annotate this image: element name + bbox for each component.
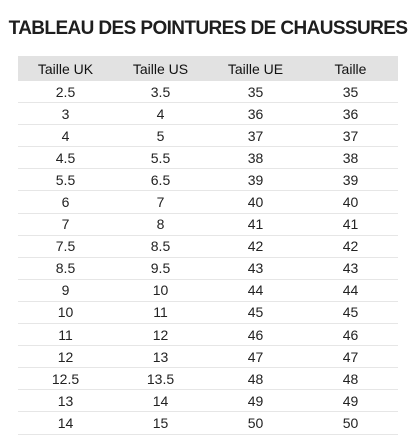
table-cell: 43 — [303, 257, 398, 280]
table-cell: 11 — [113, 301, 208, 325]
table-cell: 37 — [303, 124, 398, 148]
table-cell: 44 — [303, 279, 398, 302]
table-cell: 45 — [303, 301, 398, 325]
table-cell: 3 — [18, 102, 113, 126]
title: TABLEAU DES POINTURES DE CHAUSSURES — [8, 18, 408, 39]
table-cell: 9.5 — [113, 257, 208, 280]
table-cell: 48 — [208, 367, 303, 391]
table-cell: 14 — [113, 389, 208, 413]
page: TABLEAU DES POINTURES DE CHAUSSURES Tail… — [8, 18, 408, 435]
table-cell: 49 — [208, 389, 303, 413]
column-header: Taille UK — [18, 56, 113, 81]
table-cell: 12 — [18, 345, 113, 369]
table-cell: 14 — [18, 411, 113, 435]
table-cell: 6.5 — [113, 168, 208, 192]
table-cell: 47 — [208, 345, 303, 369]
column-header: Taille — [303, 56, 398, 81]
table-cell: 7 — [18, 213, 113, 236]
table-cell: 46 — [208, 323, 303, 347]
table-row: 2.5 3.5 35 35 — [18, 81, 398, 104]
table-cell: 15 — [113, 411, 208, 435]
table-row: 5.5 6.5 39 39 — [18, 168, 398, 192]
table-cell: 8 — [113, 213, 208, 236]
table-cell: 38 — [208, 146, 303, 170]
table-cell: 13.5 — [113, 367, 208, 391]
table-cell: 7 — [113, 190, 208, 214]
table-cell: 50 — [208, 411, 303, 435]
header-row: Taille UK Taille US Taille UE Taille — [18, 56, 398, 81]
table-cell: 44 — [208, 279, 303, 302]
table-body: 2.5 3.5 35 35 3 4 36 36 4 5 37 37 4.5 5.5 38 38 5.5 6.5 39… — [18, 81, 398, 435]
table-cell: 4 — [18, 124, 113, 148]
table-cell: 42 — [208, 235, 303, 258]
table-cell: 13 — [18, 389, 113, 413]
table-cell: 7.5 — [18, 235, 113, 258]
table-cell: 35 — [208, 81, 303, 104]
table-row: 3 4 36 36 — [18, 102, 398, 126]
table-cell: 2.5 — [18, 81, 113, 104]
table-row: 8.5 9.5 43 43 — [18, 257, 398, 280]
table-row: 6 7 40 40 — [18, 190, 398, 214]
table-cell: 39 — [303, 168, 398, 192]
table-row: 7.5 8.5 42 42 — [18, 235, 398, 258]
table-cell: 3.5 — [113, 81, 208, 104]
table-cell: 6 — [18, 190, 113, 214]
table-cell: 36 — [208, 102, 303, 126]
table-cell: 9 — [18, 279, 113, 302]
table-cell: 5.5 — [113, 146, 208, 170]
table-cell: 41 — [208, 213, 303, 236]
table-row: 9 10 44 44 — [18, 279, 398, 302]
table-row: 4.5 5.5 38 38 — [18, 146, 398, 170]
table-cell: 38 — [303, 146, 398, 170]
table-cell: 45 — [208, 301, 303, 325]
table-cell: 37 — [208, 124, 303, 148]
table-cell: 4 — [113, 102, 208, 126]
table-cell: 43 — [208, 257, 303, 280]
table-cell: 13 — [113, 345, 208, 369]
table-row: 14 15 50 50 — [18, 411, 398, 435]
table-cell: 35 — [303, 81, 398, 104]
table-cell: 40 — [303, 190, 398, 214]
table-cell: 5 — [113, 124, 208, 148]
table-cell: 50 — [303, 411, 398, 435]
table-cell: 10 — [18, 301, 113, 325]
table-cell: 36 — [303, 102, 398, 126]
table-row: 10 11 45 45 — [18, 301, 398, 325]
table-cell: 8.5 — [113, 235, 208, 258]
column-header: Taille UE — [208, 56, 303, 81]
table-cell: 42 — [303, 235, 398, 258]
table-cell: 47 — [303, 345, 398, 369]
table-cell: 4.5 — [18, 146, 113, 170]
table-cell: 39 — [208, 168, 303, 192]
table-cell: 46 — [303, 323, 398, 347]
table-cell: 49 — [303, 389, 398, 413]
table-cell: 48 — [303, 367, 398, 391]
table-row: 12 13 47 47 — [18, 345, 398, 369]
column-header: Taille US — [113, 56, 208, 81]
table-row: 4 5 37 37 — [18, 124, 398, 148]
table-cell: 41 — [303, 213, 398, 236]
table-row: 13 14 49 49 — [18, 389, 398, 413]
table-cell: 8.5 — [18, 257, 113, 280]
table-cell: 12.5 — [18, 367, 113, 391]
table-cell: 11 — [18, 323, 113, 347]
table-cell: 5.5 — [18, 168, 113, 192]
table-cell: 40 — [208, 190, 303, 214]
table-cell: 10 — [113, 279, 208, 302]
size-table: Taille UK Taille US Taille UE Taille 2.5 3.5… — [18, 56, 398, 435]
table-row: 12.5 13.5 48 48 — [18, 367, 398, 391]
table-cell: 12 — [113, 323, 208, 347]
table-row: 11 12 46 46 — [18, 323, 398, 347]
table-row: 7 8 41 41 — [18, 213, 398, 236]
